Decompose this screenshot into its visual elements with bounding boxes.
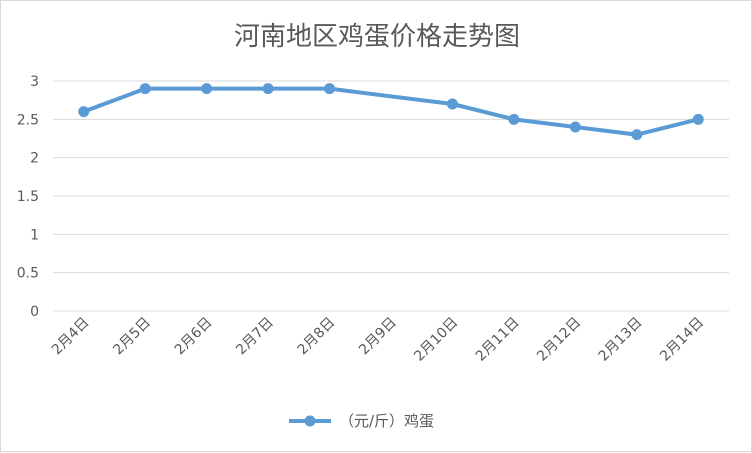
data-point	[692, 113, 704, 125]
y-tick-label: 3	[30, 74, 39, 90]
data-point	[262, 83, 274, 95]
x-axis-ticks: 2月4日 2月5日 2月6日 2月7日 2月8日 2月9日 2月10日 2月11日 2月12日 2…	[49, 315, 707, 365]
data-point	[508, 113, 520, 125]
x-tick-label: 2月5日	[110, 315, 154, 359]
legend-point-marker	[304, 415, 316, 427]
data-point	[139, 83, 151, 95]
data-point	[569, 121, 581, 133]
y-tick-label: 2.5	[17, 112, 39, 128]
x-tick-label: 2月14日	[657, 315, 707, 365]
chart-title: 河南地区鸡蛋价格走势图	[234, 22, 520, 52]
x-tick-label: 2月11日	[473, 315, 523, 365]
data-point	[446, 98, 458, 110]
x-tick-label: 2月12日	[534, 315, 584, 365]
x-tick-label: 2月6日	[172, 315, 216, 359]
x-tick-label: 2月9日	[356, 315, 400, 359]
gridlines	[53, 80, 729, 312]
y-tick-label: 1.5	[17, 189, 39, 205]
y-axis-ticks: 0 0.5 1 1.5 2 2.5 3	[17, 74, 39, 320]
y-tick-label: 0	[30, 304, 39, 320]
series-layer	[78, 83, 704, 141]
x-tick-label: 2月10日	[411, 315, 461, 365]
legend: （元/斤）鸡蛋	[289, 412, 434, 430]
x-tick-label: 2月13日	[596, 315, 646, 365]
data-point	[631, 129, 643, 141]
x-tick-label: 2月8日	[295, 315, 339, 359]
data-point	[78, 106, 90, 118]
x-tick-label: 2月4日	[49, 315, 93, 359]
data-point	[201, 83, 213, 95]
legend-series-label: （元/斤）鸡蛋	[339, 412, 434, 430]
y-tick-label: 2	[30, 151, 39, 167]
series-line	[81, 86, 701, 137]
x-tick-label: 2月7日	[233, 315, 277, 359]
y-tick-label: 0.5	[17, 266, 39, 282]
y-tick-label: 1	[30, 227, 39, 243]
data-point	[324, 83, 336, 95]
